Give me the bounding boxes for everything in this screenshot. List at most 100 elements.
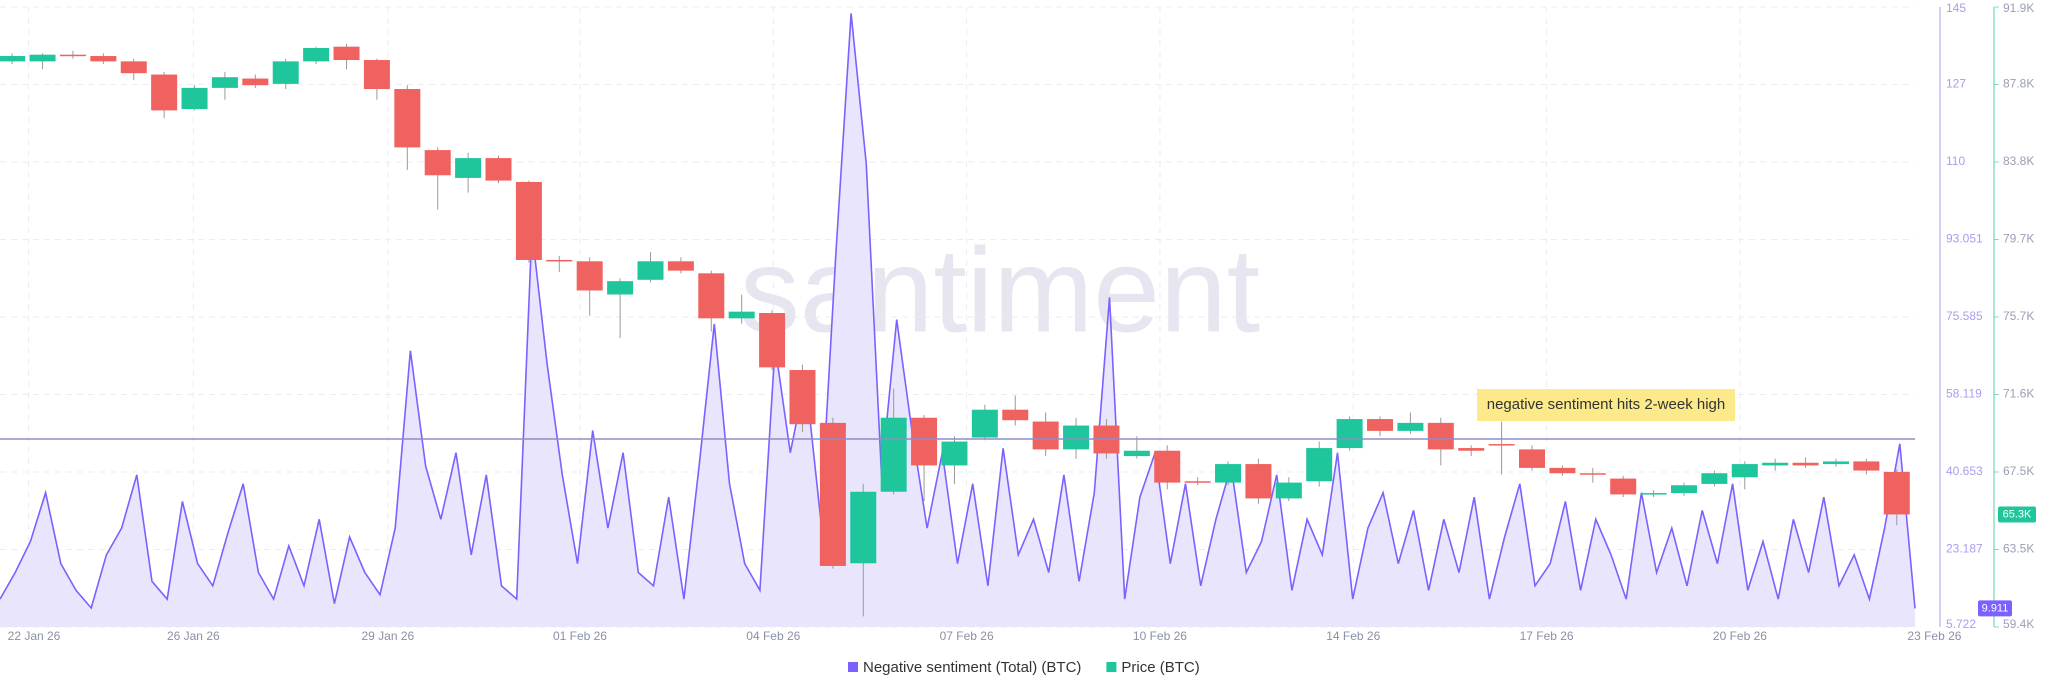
candle-body xyxy=(1762,462,1789,466)
candle-body xyxy=(90,56,117,62)
candle-body xyxy=(1519,449,1545,468)
x-tick-label: 23 Feb 26 xyxy=(1907,629,1961,643)
candle-body xyxy=(698,273,725,319)
x-tick-label: 10 Feb 26 xyxy=(1133,629,1187,643)
candle-body xyxy=(211,77,238,88)
candle-body xyxy=(759,312,786,368)
x-tick-label: 17 Feb 26 xyxy=(1520,629,1574,643)
candle-body xyxy=(1458,448,1485,451)
x-tick-label: 14 Feb 26 xyxy=(1326,629,1380,643)
y-tick-label: 145 xyxy=(1946,1,1966,15)
candle-body xyxy=(242,78,269,86)
candle-body xyxy=(29,54,56,62)
y2-tick-label: 91.9K xyxy=(2003,1,2034,15)
candle-body xyxy=(1002,409,1029,421)
candle-body xyxy=(941,441,968,466)
candle-body xyxy=(789,370,816,425)
y2-tick-label: 67.5K xyxy=(2003,464,2034,478)
y-tick-label: 58.119 xyxy=(1946,387,1982,401)
y-tick-label: 23.187 xyxy=(1946,542,1983,556)
annotation: negative sentiment hits 2-week high xyxy=(1487,396,1725,413)
candle-body xyxy=(1275,482,1302,499)
candle-body xyxy=(1336,419,1363,449)
candle-body xyxy=(1822,461,1849,465)
candle-body xyxy=(1245,464,1272,499)
candle-body xyxy=(971,409,998,438)
candle-body xyxy=(1549,467,1576,474)
candle-body xyxy=(394,89,421,148)
x-tick-label: 01 Feb 26 xyxy=(553,629,607,643)
x-tick-label: 26 Jan 26 xyxy=(167,629,220,643)
sentiment-line xyxy=(0,13,1916,610)
candle-body xyxy=(1853,461,1880,471)
candle-body xyxy=(1488,444,1515,446)
y-tick-label: 127 xyxy=(1946,77,1966,91)
candle-body xyxy=(303,48,330,62)
candle-body xyxy=(485,158,512,181)
candle-body xyxy=(1184,481,1211,483)
candle-body xyxy=(850,491,877,564)
candle-body xyxy=(1032,421,1059,450)
candle-body xyxy=(1610,478,1637,495)
candle-body xyxy=(880,417,907,492)
candle-body xyxy=(1397,422,1424,431)
candle-body xyxy=(1640,493,1667,495)
candle-body xyxy=(1367,419,1394,431)
candle-body xyxy=(455,158,482,178)
candle-body xyxy=(667,261,694,271)
x-tick-label: 20 Feb 26 xyxy=(1713,629,1767,643)
x-tick-label: 22 Jan 26 xyxy=(8,629,61,643)
legend-swatch xyxy=(848,662,858,672)
candle-body xyxy=(819,422,846,566)
legend-swatch xyxy=(1106,662,1117,672)
x-tick-label: 29 Jan 26 xyxy=(362,629,415,643)
annotation-box xyxy=(1477,389,1735,421)
last-price-label: 65.3K xyxy=(2003,508,2032,520)
candle-body xyxy=(272,61,299,84)
candle-body xyxy=(911,417,938,466)
candle-body xyxy=(1579,473,1606,475)
candle-body xyxy=(1427,422,1454,450)
candle-body xyxy=(151,74,178,111)
candle-body xyxy=(515,181,542,260)
candle-body xyxy=(333,46,360,61)
candle-body xyxy=(120,61,147,74)
candle-body xyxy=(576,261,603,291)
candle-body xyxy=(1701,473,1728,484)
candle-body xyxy=(1731,464,1758,478)
candle-body xyxy=(424,150,451,176)
y-tick-label: 5.722 xyxy=(1946,617,1976,631)
last-price-badge xyxy=(1998,506,2036,523)
candle-body xyxy=(59,54,86,57)
candle-body xyxy=(1883,471,1910,515)
sentiment-area xyxy=(0,13,1915,627)
y-tick-label: 40.653 xyxy=(1946,464,1983,478)
candle-body xyxy=(0,56,26,62)
last-value-badge xyxy=(1978,600,2012,617)
candle-body xyxy=(181,87,208,110)
candle-body xyxy=(637,261,664,280)
x-tick-label: 04 Feb 26 xyxy=(746,629,800,643)
candle-body xyxy=(1306,448,1333,482)
candle-body xyxy=(1792,462,1819,466)
y2-tick-label: 83.8K xyxy=(2003,154,2034,168)
candle-body xyxy=(546,259,573,262)
legend-label: Price (BTC) xyxy=(1121,659,1199,676)
candle-body xyxy=(1670,485,1697,494)
y2-tick-label: 75.7K xyxy=(2003,309,2034,323)
candle-body xyxy=(1063,425,1090,450)
candle-body xyxy=(728,311,755,319)
y2-tick-label: 71.6K xyxy=(2003,387,2034,401)
candle-body xyxy=(363,60,390,90)
x-tick-label: 07 Feb 26 xyxy=(940,629,994,643)
y2-tick-label: 87.8K xyxy=(2003,77,2034,91)
candle-body xyxy=(607,281,634,295)
y2-tick-label: 63.5K xyxy=(2003,542,2034,556)
candle-body xyxy=(1123,450,1150,457)
y2-tick-label: 59.4K xyxy=(2003,617,2034,631)
y2-tick-label: 79.7K xyxy=(2003,232,2034,246)
y-tick-label: 93.051 xyxy=(1946,232,1983,246)
y-tick-label: 110 xyxy=(1946,154,1965,168)
